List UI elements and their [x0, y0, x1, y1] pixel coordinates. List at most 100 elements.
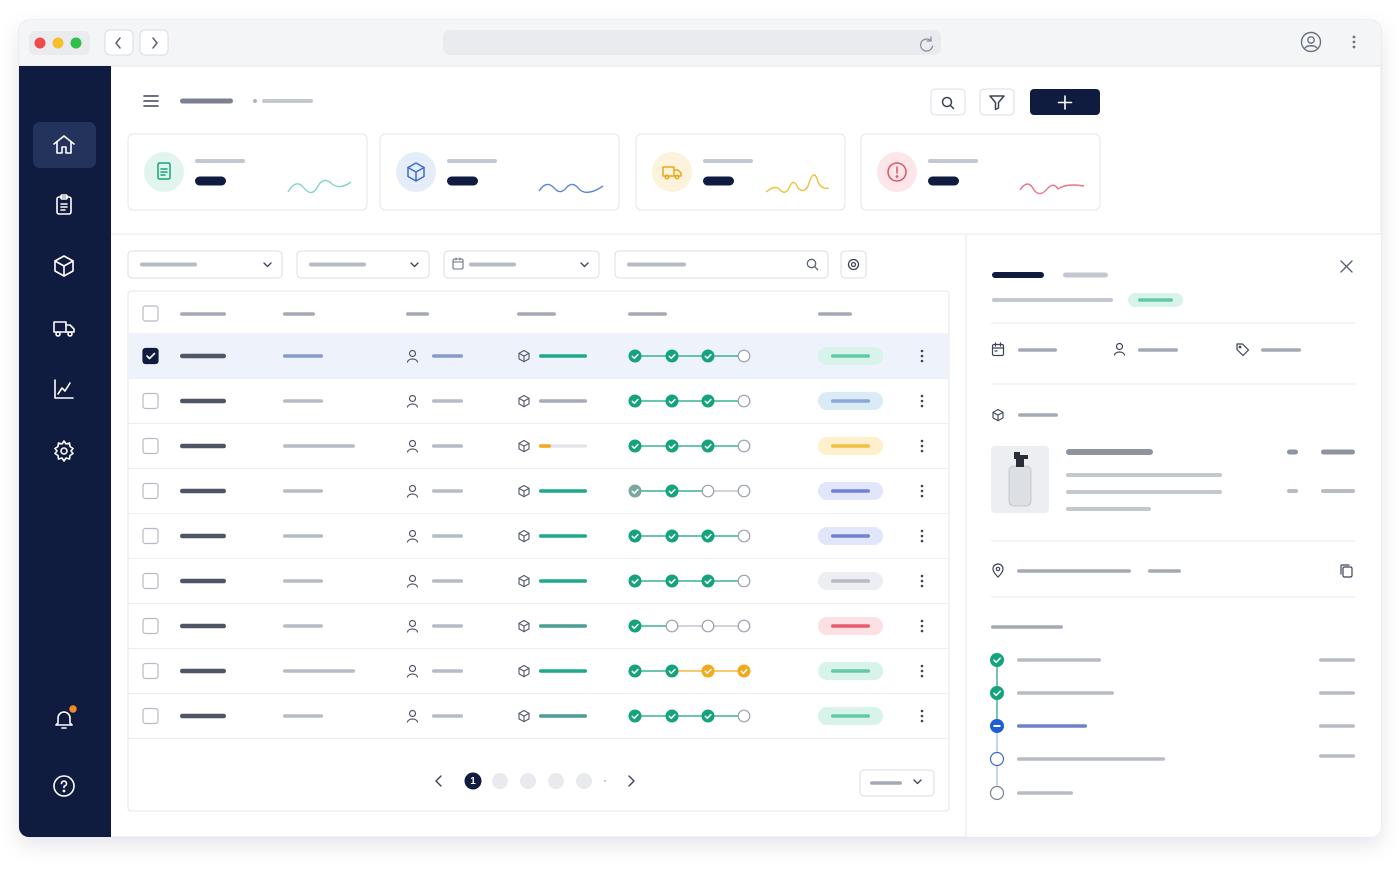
row-menu-dot[interactable]: [920, 574, 924, 578]
row-menu-dot[interactable]: [920, 349, 924, 353]
table-settings-button[interactable]: [840, 250, 867, 279]
row-menu-dot[interactable]: [920, 494, 924, 498]
row-checkbox[interactable]: [142, 347, 159, 365]
menu-dot[interactable]: [1352, 40, 1356, 44]
profile-icon-part: [1304, 45, 1318, 49]
table-row[interactable]: [128, 649, 949, 694]
nav-notifications[interactable]: [55, 711, 73, 729]
table-row[interactable]: [128, 559, 949, 604]
row-menu-dot[interactable]: [920, 489, 924, 493]
menu-dot[interactable]: [1352, 35, 1356, 39]
person-icon: [406, 619, 419, 633]
reload-icon[interactable]: [919, 36, 934, 52]
menu-toggle[interactable]: [143, 95, 159, 107]
stat-icon: [662, 166, 682, 180]
table-row[interactable]: [128, 379, 949, 424]
prev-page[interactable]: [435, 775, 442, 787]
row-menu-dot[interactable]: [920, 354, 924, 358]
page-current[interactable]: [464, 772, 482, 790]
row-menu-dot[interactable]: [920, 484, 924, 488]
stat-card[interactable]: [127, 133, 368, 211]
row-menu-dot[interactable]: [920, 579, 924, 583]
table-row[interactable]: [128, 469, 949, 514]
profile-icon[interactable]: [1300, 31, 1322, 53]
step-check: [631, 443, 639, 450]
nav-shipping[interactable]: [53, 321, 75, 337]
address-bar[interactable]: [443, 30, 941, 55]
traffic-light[interactable]: [52, 37, 64, 49]
row-menu-dot[interactable]: [920, 399, 924, 403]
search-field[interactable]: [614, 250, 829, 279]
row-checkbox[interactable]: [142, 527, 159, 545]
row-bg: [129, 424, 948, 468]
page-link[interactable]: [520, 773, 536, 789]
table-row[interactable]: [128, 334, 949, 379]
row-menu-dot[interactable]: [920, 624, 924, 628]
row-menu-dot[interactable]: [920, 629, 924, 633]
row-checkbox[interactable]: [142, 572, 159, 590]
date-filter-box: [443, 250, 600, 279]
search-button[interactable]: [930, 88, 966, 116]
filter-button[interactable]: [979, 88, 1015, 116]
row-menu-dot[interactable]: [920, 439, 924, 443]
add-button[interactable]: [1030, 89, 1100, 115]
row-menu-dot[interactable]: [920, 394, 924, 398]
stat-card[interactable]: [379, 133, 620, 211]
date-filter[interactable]: [443, 250, 600, 279]
page-size-select[interactable]: [859, 769, 935, 797]
row-menu-dot[interactable]: [920, 359, 924, 363]
chevron-icon: [410, 262, 419, 268]
row-menu-dot[interactable]: [920, 404, 924, 408]
product-item[interactable]: [991, 446, 1355, 513]
table-row[interactable]: [128, 694, 949, 739]
status-filter[interactable]: [127, 250, 283, 279]
page-link[interactable]: [548, 773, 564, 789]
forward-button[interactable]: [139, 29, 169, 56]
row-menu-dot[interactable]: [920, 709, 924, 713]
row-checkbox[interactable]: [142, 392, 159, 410]
row-menu-dot[interactable]: [920, 539, 924, 543]
type-filter[interactable]: [296, 250, 430, 279]
nav-analytics[interactable]: [54, 379, 74, 399]
nav-settings[interactable]: [54, 440, 74, 462]
row-menu-dot[interactable]: [920, 664, 924, 668]
row-checkbox[interactable]: [142, 617, 159, 635]
column-header-placeholder: [818, 312, 852, 316]
row-menu-dot[interactable]: [920, 534, 924, 538]
traffic-light[interactable]: [70, 37, 82, 49]
close-button[interactable]: [1340, 260, 1353, 273]
nav-help[interactable]: [53, 775, 75, 797]
step-check-part: [631, 443, 639, 450]
row-checkbox[interactable]: [142, 482, 159, 500]
page-link[interactable]: [492, 773, 508, 789]
row-checkbox[interactable]: [142, 707, 159, 725]
row-menu-dot[interactable]: [920, 444, 924, 448]
page-link[interactable]: [576, 773, 592, 789]
menu-dot[interactable]: [1352, 45, 1356, 49]
table-row[interactable]: [128, 604, 949, 649]
table-row[interactable]: [128, 424, 949, 469]
stat-card[interactable]: [860, 133, 1101, 211]
row-menu-dot[interactable]: [920, 619, 924, 623]
nav-home[interactable]: [53, 135, 75, 154]
stat-card[interactable]: [635, 133, 846, 211]
back-button[interactable]: [104, 29, 134, 56]
step-check-part: [631, 353, 639, 360]
row-menu-dot[interactable]: [920, 674, 924, 678]
row-menu-dot[interactable]: [920, 669, 924, 673]
row-menu-dot[interactable]: [920, 584, 924, 588]
row-menu-dot[interactable]: [920, 719, 924, 723]
row-menu-dot[interactable]: [920, 714, 924, 718]
nav-orders[interactable]: [56, 194, 72, 215]
copy-button[interactable]: [1340, 564, 1353, 578]
row-menu-dot[interactable]: [920, 529, 924, 533]
traffic-light[interactable]: [34, 37, 46, 49]
row-menu-dot[interactable]: [920, 449, 924, 453]
row-checkbox[interactable]: [142, 437, 159, 455]
timeline-step-placeholder: [1017, 791, 1073, 795]
row-checkbox[interactable]: [142, 662, 159, 680]
nav-inventory[interactable]: [54, 255, 74, 277]
header-checkbox[interactable]: [142, 305, 159, 322]
table-row[interactable]: [128, 514, 949, 559]
next-page[interactable]: [628, 775, 635, 787]
